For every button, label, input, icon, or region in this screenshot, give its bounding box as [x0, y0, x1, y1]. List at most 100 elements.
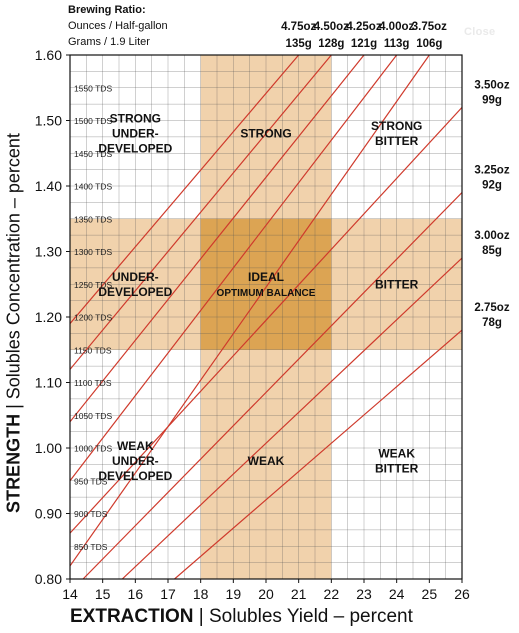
region-label: STRONG: [110, 112, 161, 126]
ratio-label-g: 135g: [286, 38, 312, 50]
region-label: BITTER: [375, 134, 419, 148]
y-axis-label-rest: Solubles Concentration – percent: [3, 133, 24, 400]
region-label: UNDER-: [112, 127, 159, 141]
region-label: DEVELOPED: [98, 469, 172, 483]
close-button[interactable]: Close: [464, 26, 496, 38]
tds-label: 1050 TDS: [74, 411, 112, 421]
tds-label: 1100 TDS: [74, 378, 112, 388]
ratio-label-g: 78g: [482, 317, 502, 329]
ratio-line: [70, 55, 332, 370]
grams-per-liter-label: Grams / 1.9 Liter: [68, 36, 150, 48]
ratio-lines: [70, 55, 462, 579]
region-label: WEAK: [248, 454, 285, 468]
tds-label-text: 1200 TDS: [74, 313, 112, 323]
tds-label: 1550 TDS: [74, 83, 112, 93]
ratio-label-g: 121g: [351, 38, 377, 50]
ratio-label-g: 113g: [384, 38, 410, 50]
y-tick-label: 1.00: [35, 440, 62, 456]
ratio-label-g: 106g: [416, 38, 442, 50]
region-label: UNDER-: [112, 270, 159, 284]
x-tick-label: 16: [128, 586, 144, 602]
tds-label-text: 1050 TDS: [74, 411, 112, 421]
x-tick-label: 22: [324, 586, 340, 602]
ratio-label-oz: 4.00oz: [379, 21, 414, 33]
tds-label: 900 TDS: [74, 509, 108, 519]
y-tick-label: 1.30: [35, 244, 62, 260]
tds-label-text: 1550 TDS: [74, 83, 112, 93]
y-tick-label: 1.50: [35, 113, 62, 129]
region-label: UNDER-: [112, 454, 159, 468]
tds-label: 1250 TDS: [74, 280, 112, 290]
y-tick-label: 0.90: [35, 506, 62, 522]
brewing-ratio-title: Brewing Ratio:: [68, 4, 146, 16]
tds-label: 1300 TDS: [74, 247, 112, 257]
region-label: WEAK: [378, 447, 415, 461]
ratio-label-g: 85g: [482, 245, 502, 257]
ratio-line: [70, 55, 365, 423]
x-tick-label: 14: [62, 586, 78, 602]
tds-label: 1350 TDS: [74, 214, 112, 224]
x-axis-label-bold: EXTRACTION: [70, 606, 194, 627]
ratio-label-oz: 3.25oz: [474, 165, 509, 177]
ratio-line: [174, 329, 462, 579]
tds-label-text: 850 TDS: [74, 542, 108, 552]
y-axis-label: STRENGTH | Solubles Concentration – perc…: [4, 133, 25, 513]
y-tick-label: 1.40: [35, 178, 62, 194]
tds-label: 850 TDS: [74, 542, 108, 552]
x-axis-label-rest: Solubles Yield – percent: [209, 606, 413, 627]
y-tick-label: 0.80: [35, 571, 62, 587]
tds-label-text: 1000 TDS: [74, 444, 112, 454]
x-axis-separator: |: [198, 606, 209, 627]
ratio-label-oz: 4.25oz: [346, 21, 381, 33]
x-tick-label: 15: [95, 586, 111, 602]
region-label: IDEAL: [248, 270, 284, 284]
x-tick-label: 25: [422, 586, 438, 602]
ratio-label-oz: 2.75oz: [474, 302, 509, 314]
ratio-label-oz: 4.75oz: [281, 21, 316, 33]
ratio-line: [70, 55, 398, 482]
tds-label-text: 1100 TDS: [74, 378, 112, 388]
ratio-line: [70, 55, 430, 567]
region-label: STRONG: [371, 119, 422, 133]
y-axis-separator: |: [3, 399, 24, 409]
x-tick-label: 26: [454, 586, 470, 602]
region-label: BITTER: [375, 462, 419, 476]
tds-label: 1400 TDS: [74, 182, 112, 192]
ratio-label-g: 99g: [482, 94, 502, 106]
tds-label-text: 1250 TDS: [74, 280, 112, 290]
tds-label: 950 TDS: [74, 476, 108, 486]
x-tick-label: 19: [226, 586, 242, 602]
ratio-label-oz: 3.00oz: [474, 230, 509, 242]
region-label: STRONG: [240, 127, 291, 141]
x-tick-label: 18: [193, 586, 209, 602]
ratio-label-oz: 3.75oz: [412, 21, 447, 33]
tds-label-text: 950 TDS: [74, 476, 108, 486]
ratio-line: [70, 55, 300, 324]
ratio-line: [121, 257, 462, 579]
tds-label-text: 1300 TDS: [74, 247, 112, 257]
tds-label-text: 1150 TDS: [74, 345, 112, 355]
ratio-line: [82, 192, 462, 579]
x-tick-label: 20: [258, 586, 274, 602]
region-label: WEAK: [117, 439, 154, 453]
tds-label-text: 1350 TDS: [74, 214, 112, 224]
y-tick-label: 1.10: [35, 375, 62, 391]
ounces-per-half-gallon-label: Ounces / Half-gallon: [68, 20, 168, 32]
tds-label: 1450 TDS: [74, 149, 112, 159]
tds-label: 1200 TDS: [74, 313, 112, 323]
tds-label-text: 900 TDS: [74, 509, 108, 519]
x-axis-label: EXTRACTION | Solubles Yield – percent: [70, 606, 413, 628]
tds-label-text: 1450 TDS: [74, 149, 112, 159]
region-label: BITTER: [375, 277, 419, 291]
tds-label-text: 1500 TDS: [74, 116, 112, 126]
region-label: DEVELOPED: [98, 285, 172, 299]
y-tick-label: 1.20: [35, 309, 62, 325]
tds-label: 1000 TDS: [74, 444, 112, 454]
region-label: DEVELOPED: [98, 142, 172, 156]
ratio-label-oz: 4.50oz: [314, 21, 349, 33]
tds-label-text: 1400 TDS: [74, 182, 112, 192]
x-tick-label: 21: [291, 586, 307, 602]
x-tick-label: 23: [356, 586, 372, 602]
